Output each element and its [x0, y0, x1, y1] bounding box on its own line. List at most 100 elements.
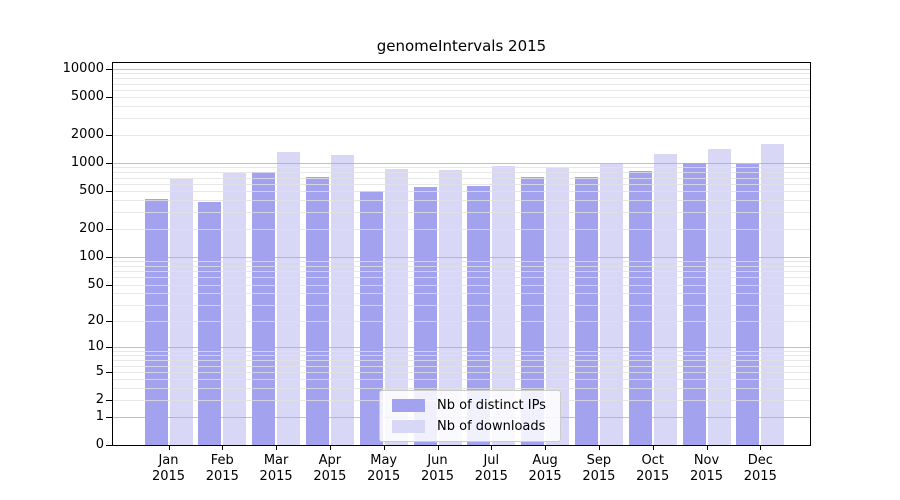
bar-distinct-ips-jan: [144, 199, 168, 445]
x-tick-year: 2015: [582, 469, 616, 484]
gridline-100: [113, 256, 810, 258]
gridline-800: [113, 172, 810, 174]
gridline-60: [113, 277, 810, 279]
bar-distinct-ips-dec: [736, 164, 760, 445]
x-tick-label-aug: Aug 2015: [517, 453, 573, 485]
bar-downloads-feb: [223, 172, 247, 445]
gridline-300: [113, 212, 810, 213]
bar-downloads-mar: [277, 151, 301, 445]
x-tick-year: 2015: [689, 469, 724, 484]
x-tick-year: 2015: [743, 469, 777, 484]
gridline-8: [113, 355, 810, 357]
gridline-600: [113, 183, 810, 185]
x-tick-month: Nov: [693, 453, 720, 468]
bar-distinct-ips-mar: [252, 171, 276, 445]
x-tick-label-jun: Jun 2015: [410, 453, 466, 485]
x-tick-label-sep: Sep 2015: [571, 453, 627, 485]
gridline-400: [113, 200, 810, 202]
gridline-80: [113, 265, 810, 267]
x-tick-year: 2015: [528, 469, 562, 484]
x-tick-label-apr: Apr 2015: [302, 453, 358, 485]
x-tick-label-oct: Oct 2015: [625, 453, 681, 485]
legend-swatch-downloads: [392, 420, 425, 433]
gridline-9: [113, 351, 810, 352]
x-tick-label-mar: Mar 2015: [248, 453, 304, 485]
gridline-4000: [113, 106, 810, 108]
x-tick-label-jan: Jan 2015: [141, 453, 197, 485]
gridline-2000: [113, 134, 810, 136]
y-tick-label-5000: 5000: [70, 89, 104, 105]
bars-layer: [113, 63, 810, 445]
y-tick-label-2: 2: [95, 392, 104, 408]
x-tick-year: 2015: [474, 469, 508, 484]
x-tick-year: 2015: [259, 469, 293, 484]
legend-label-downloads: Nb of downloads: [437, 419, 546, 434]
x-tick-month: Apr: [318, 453, 342, 468]
bar-distinct-ips-nov: [682, 163, 706, 445]
gridline-4: [113, 379, 810, 381]
x-tick-year: 2015: [205, 469, 239, 484]
bar-distinct-ips-apr: [305, 177, 329, 445]
x-tick-year: 2015: [151, 469, 186, 484]
gridline-700: [113, 177, 810, 179]
y-tick-label-1000: 1000: [70, 155, 104, 170]
legend-swatch-distinct-ips: [392, 399, 425, 412]
y-tick-label-2000: 2000: [70, 126, 104, 142]
legend-item-distinct-ips: Nb of distinct IPs: [392, 396, 546, 415]
bar-distinct-ips-sep: [574, 176, 598, 445]
x-tick-month: Jun: [427, 453, 448, 468]
gridline-200: [113, 228, 810, 230]
gridline-90: [113, 260, 810, 262]
y-tick-label-500: 500: [79, 183, 104, 199]
bar-downloads-sep: [599, 164, 623, 445]
gridline-20: [113, 320, 810, 322]
x-tick-month: Oct: [641, 453, 664, 468]
x-tick-month: Sep: [586, 453, 612, 468]
x-tick-month: Dec: [747, 453, 773, 468]
chart-title: genomeIntervals 2015: [376, 37, 547, 55]
gridline-9000: [113, 73, 810, 75]
gridline-1000: [113, 163, 810, 164]
gridline-5000: [113, 97, 810, 99]
gridline-7: [113, 360, 810, 362]
x-tick-label-feb: Feb 2015: [194, 453, 250, 485]
x-tick-month: Feb: [210, 453, 234, 468]
y-tick-label-100: 100: [79, 248, 104, 264]
y-tick-label-10000: 10000: [62, 61, 104, 76]
y-tick-label-200: 200: [79, 220, 104, 236]
y-tick-label-0: 0: [95, 437, 104, 452]
y-tick-label-20: 20: [87, 312, 104, 328]
legend-item-downloads: Nb of downloads: [392, 417, 546, 436]
gridline-8000: [113, 78, 810, 80]
x-tick-label-dec: Dec 2015: [732, 453, 788, 485]
y-tick-label-1: 1: [95, 408, 104, 424]
bar-downloads-dec: [761, 143, 785, 445]
gridline-10000: [113, 69, 810, 70]
y-tick-label-5: 5: [95, 363, 104, 379]
plot-area: Nb of distinct IPs Nb of downloads: [112, 62, 811, 446]
x-tick-month: Aug: [532, 453, 558, 468]
x-tick-year: 2015: [367, 469, 401, 484]
x-tick-year: 2015: [636, 469, 670, 484]
x-tick-year: 2015: [420, 469, 455, 484]
gridline-10: [113, 347, 810, 349]
gridline-900: [113, 167, 810, 169]
gridline-5: [113, 371, 810, 373]
y-tick-label-10: 10: [87, 339, 104, 355]
gridline-70: [113, 271, 810, 272]
gridline-7000: [113, 83, 810, 85]
grid-layer: [113, 63, 810, 445]
bar-downloads-oct: [653, 153, 677, 445]
x-tick-label-nov: Nov 2015: [679, 453, 735, 485]
bar-downloads-jan: [169, 179, 193, 445]
y-tick-label-50: 50: [87, 276, 104, 292]
x-tick-label-may: May 2015: [356, 453, 412, 485]
gridline-6000: [113, 89, 810, 91]
x-tick-month: Mar: [263, 453, 289, 468]
x-tick-month: Jan: [158, 453, 179, 468]
legend: Nb of distinct IPs Nb of downloads: [379, 390, 561, 442]
bar-distinct-ips-feb: [198, 201, 222, 445]
gridline-50: [113, 284, 810, 286]
x-tick-label-jul: Jul 2015: [463, 453, 519, 485]
